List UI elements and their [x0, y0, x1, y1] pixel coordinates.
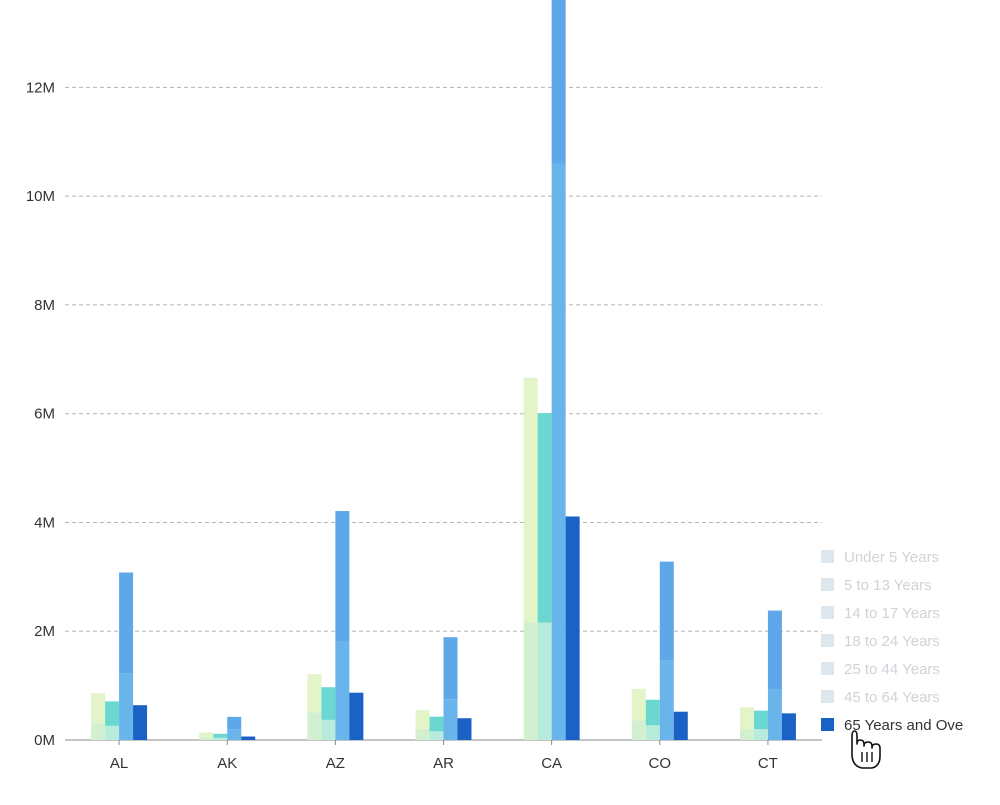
grid-lines	[65, 86, 822, 632]
legend-label: 18 to 24 Years	[844, 633, 940, 650]
bar-AK-65-years-and-over[interactable]	[241, 736, 256, 740]
legend-label: 65 Years and Ove	[844, 717, 963, 734]
bar-AL-45-to-64-years[interactable]	[119, 572, 134, 674]
x-tick-label: CA	[541, 755, 562, 772]
x-axis	[65, 739, 822, 745]
bar-AZ-5-to-13-years[interactable]	[307, 674, 322, 713]
bar-AK-25-to-44-years[interactable]	[227, 729, 242, 740]
x-tick-label: AZ	[326, 755, 345, 772]
legend-label: 45 to 64 Years	[844, 689, 940, 706]
bar-CO-45-to-64-years[interactable]	[659, 561, 674, 661]
y-tick-label: 12M	[26, 79, 55, 96]
legend-item[interactable]: 18 to 24 Years	[821, 633, 940, 650]
y-tick-label: 0M	[34, 732, 55, 749]
legend-item[interactable]: 5 to 13 Years	[821, 577, 932, 594]
bar-AR-45-to-64-years[interactable]	[443, 637, 458, 700]
legend-item[interactable]: 45 to 64 Years	[821, 689, 940, 706]
bar-CO-25-to-44-years[interactable]	[659, 660, 674, 740]
y-tick-label: 2M	[34, 623, 55, 640]
legend-swatch	[821, 718, 834, 731]
bar-CT-5-to-13-years[interactable]	[739, 707, 754, 730]
bar-CA-14-to-17-years[interactable]	[537, 622, 552, 740]
legend-item[interactable]: 25 to 44 Years	[821, 661, 940, 678]
bar-AR-18-to-24-years[interactable]	[429, 716, 444, 732]
legend-item[interactable]: Under 5 Years	[821, 549, 939, 566]
y-tick-label: 6M	[34, 406, 55, 423]
bar-AL-18-to-24-years[interactable]	[105, 701, 120, 726]
bars[interactable]	[91, 0, 796, 740]
x-tick-label: CO	[649, 755, 672, 772]
bar-CO-18-to-24-years[interactable]	[645, 699, 660, 726]
bar-AZ-18-to-24-years[interactable]	[321, 687, 336, 720]
bar-AL-65-years-and-over[interactable]	[133, 705, 148, 740]
bar-AK-14-to-17-years[interactable]	[213, 737, 228, 740]
legend-swatch	[821, 690, 834, 703]
bar-CO-14-to-17-years[interactable]	[645, 725, 660, 740]
bar-CT-18-to-24-years[interactable]	[753, 710, 768, 730]
legend-swatch	[821, 662, 834, 675]
bar-AL-14-to-17-years[interactable]	[105, 725, 120, 740]
legend-item[interactable]: 65 Years and Ove	[821, 717, 963, 734]
x-tick-label: AR	[433, 755, 454, 772]
bar-AK-under-5-years[interactable]	[199, 737, 214, 740]
y-tick-label: 10M	[26, 188, 55, 205]
x-axis-labels: AL AK AZ AR CA CO CT	[110, 755, 778, 772]
bar-CA-under-5-years[interactable]	[523, 622, 538, 740]
bar-AK-18-to-24-years[interactable]	[213, 733, 228, 738]
bar-CT-65-years-and-over[interactable]	[781, 713, 796, 740]
legend-label: 5 to 13 Years	[844, 577, 932, 594]
bar-CA-18-to-24-years[interactable]	[537, 413, 552, 623]
bar-CA-25-to-44-years[interactable]	[551, 163, 566, 740]
x-tick-label: AK	[217, 755, 237, 772]
bar-CA-65-years-and-over[interactable]	[565, 516, 580, 740]
bar-CO-under-5-years[interactable]	[631, 720, 646, 740]
bar-CO-5-to-13-years[interactable]	[631, 688, 646, 721]
bar-AZ-45-to-64-years[interactable]	[335, 511, 350, 642]
bar-AL-5-to-13-years[interactable]	[91, 693, 106, 724]
bar-AR-under-5-years[interactable]	[415, 729, 430, 740]
bar-CT-14-to-17-years[interactable]	[753, 729, 768, 740]
x-tick-label: CT	[758, 755, 778, 772]
y-tick-label: 8M	[34, 297, 55, 314]
bar-AK-45-to-64-years[interactable]	[227, 716, 242, 730]
legend-item[interactable]: 14 to 17 Years	[821, 605, 940, 622]
legend-label: 25 to 44 Years	[844, 661, 940, 678]
bar-CT-45-to-64-years[interactable]	[767, 610, 782, 690]
bar-CO-65-years-and-over[interactable]	[673, 711, 688, 740]
legend-swatch	[821, 578, 834, 591]
bar-AZ-14-to-17-years[interactable]	[321, 719, 336, 740]
legend-label: Under 5 Years	[844, 549, 939, 566]
bar-AR-25-to-44-years[interactable]	[443, 699, 458, 740]
x-tick-label: AL	[110, 755, 128, 772]
bar-AR-14-to-17-years[interactable]	[429, 731, 444, 740]
hand-pointer-icon	[851, 730, 881, 769]
legend-label: 14 to 17 Years	[844, 605, 940, 622]
legend-swatch	[821, 550, 834, 563]
bar-AR-5-to-13-years[interactable]	[415, 710, 430, 730]
bar-CA-5-to-13-years[interactable]	[523, 377, 538, 623]
bar-AL-under-5-years[interactable]	[91, 723, 106, 740]
legend-swatch	[821, 606, 834, 619]
bar-CT-25-to-44-years[interactable]	[767, 689, 782, 740]
bar-CA-45-to-64-years[interactable]	[551, 0, 566, 164]
bar-CT-under-5-years[interactable]	[739, 729, 754, 740]
y-tick-label: 4M	[34, 514, 55, 531]
legend-swatch	[821, 634, 834, 647]
bar-AL-25-to-44-years[interactable]	[119, 673, 134, 740]
bar-AZ-65-years-and-over[interactable]	[349, 692, 364, 740]
y-axis: 0M 2M 4M 6M 8M 10M 12M	[26, 79, 55, 749]
bar-AZ-25-to-44-years[interactable]	[335, 641, 350, 740]
bar-AZ-under-5-years[interactable]	[307, 712, 322, 740]
legend[interactable]: Under 5 Years 5 to 13 Years 14 to 17 Years…	[821, 549, 963, 734]
bar-AR-65-years-and-over[interactable]	[457, 718, 472, 740]
bar-AK-5-to-13-years[interactable]	[199, 732, 214, 738]
